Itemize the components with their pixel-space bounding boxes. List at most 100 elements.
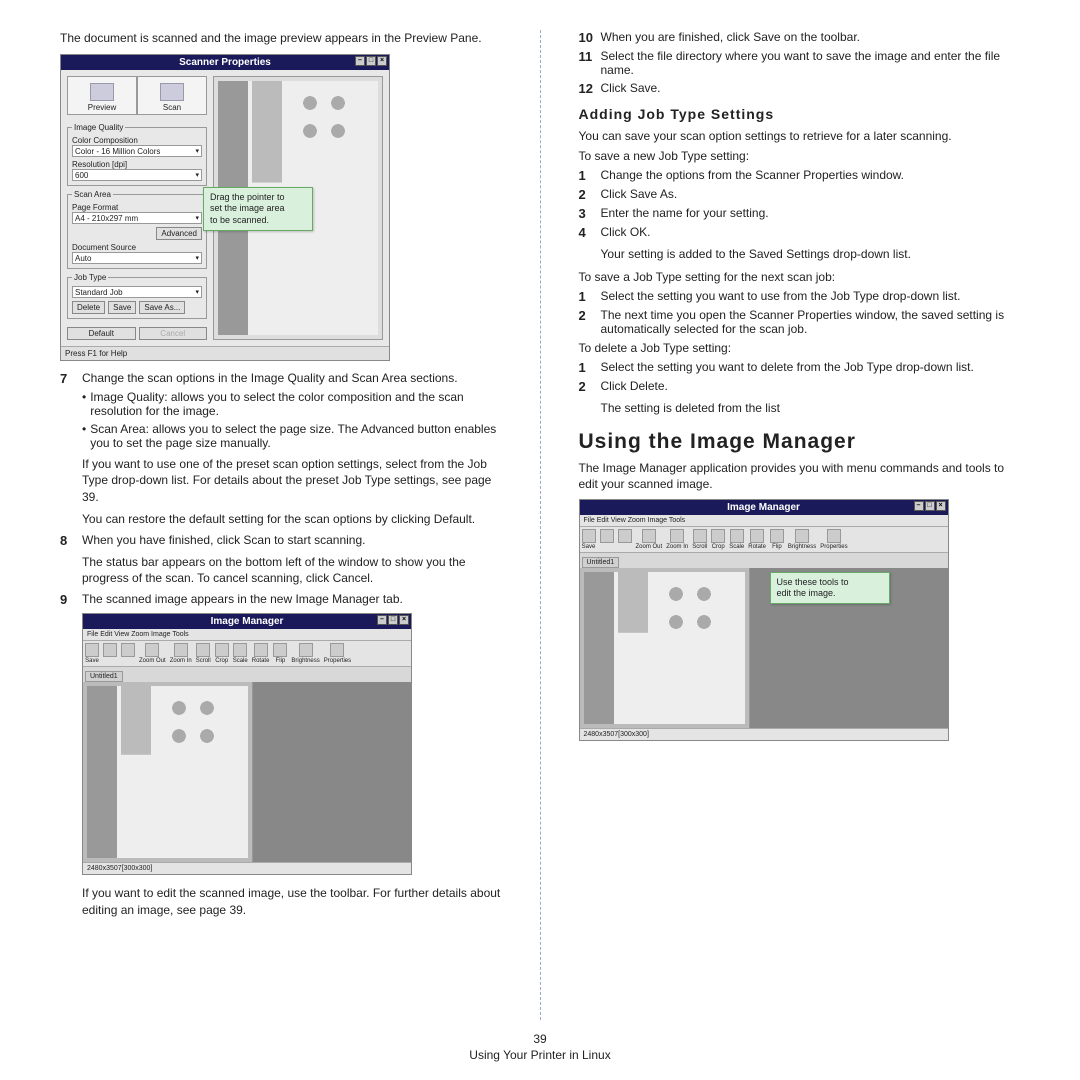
save-button[interactable]: Save [108,301,136,314]
tb-undo[interactable] [600,529,614,550]
job-type-select[interactable]: Standard Job▾ [72,286,202,298]
im-status: 2480x3507[300x300] [83,862,411,874]
im2-titlebar: Image Manager –□× [580,500,948,515]
im-toolbar[interactable]: Save Zoom Out Zoom In Scroll Crop Scale … [83,641,411,667]
im2-tab[interactable]: Untitled1 [582,557,620,568]
page-format-select[interactable]: A4 - 210x297 mm▾ [72,212,202,224]
jobtype-delete-intro: To delete a Job Type setting: [579,340,1021,356]
save-step-3: 3Enter the name for your setting. [579,206,1021,221]
im2-menubar[interactable]: File Edit View Zoom Image Tools [580,515,948,527]
delete-button[interactable]: Delete [72,301,105,314]
step9-note: If you want to edit the scanned image, u… [82,885,502,917]
doc-source-select[interactable]: Auto▾ [72,252,202,264]
image-manager-window-1: Image Manager –□× File Edit View Zoom Im… [82,613,412,875]
tb-zoom-out[interactable]: Zoom Out [636,529,663,550]
tb-properties[interactable]: Properties [820,529,847,550]
scanner-left-panel: Preview Scan Image Quality Color Composi… [67,76,207,340]
tb-save[interactable]: Save [85,643,99,664]
scanner-title: Scanner Properties [179,57,271,68]
jobtype-save-intro: To save a new Job Type setting: [579,148,1021,164]
step-8: 8When you have finished, click Scan to s… [60,533,502,548]
using-image-manager-heading: Using the Image Manager [579,430,1021,454]
resolution-label: Resolution [dpi] [72,160,202,169]
window-buttons[interactable]: –□× [355,56,387,66]
advanced-button[interactable]: Advanced [156,227,202,240]
next-step-2: 2The next time you open the Scanner Prop… [579,308,1021,336]
cancel-button[interactable]: Cancel [139,327,208,340]
step-11: 11Select the file directory where you wa… [579,49,1021,77]
status-bar: Press F1 for Help [61,346,389,360]
save-step-1: 1Change the options from the Scanner Pro… [579,168,1021,183]
doc-source-label: Document Source [72,243,202,252]
bullet-scan-area: Scan Area: allows you to select the page… [82,422,502,450]
tb-redo[interactable] [121,643,135,664]
tb-zoom-in[interactable]: Zoom In [666,529,688,550]
image-quality-legend: Image Quality [72,123,125,132]
color-composition-label: Color Composition [72,136,202,145]
step-9: 9The scanned image appears in the new Im… [60,592,502,607]
next-step-1: 1Select the setting you want to use from… [579,289,1021,304]
tb-rotate[interactable]: Rotate [748,529,766,550]
saveas-button[interactable]: Save As... [139,301,185,314]
scanner-titlebar: Scanner Properties –□× [61,55,389,70]
step7-note-a: If you want to use one of the preset sca… [82,456,502,505]
image-quality-group: Image Quality Color Composition Color - … [67,123,207,186]
tb-crop[interactable]: Crop [215,643,229,664]
scan-area-group: Scan Area Page Format A4 - 210x297 mm▾ A… [67,190,207,269]
tb-brightness[interactable]: Brightness [788,529,816,550]
column-divider [540,30,541,1020]
jobtype-next-intro: To save a Job Type setting for the next … [579,269,1021,285]
tb-flip[interactable]: Flip [770,529,784,550]
tb-scale[interactable]: Scale [729,529,744,550]
tb-crop[interactable]: Crop [711,529,725,550]
resolution-select[interactable]: 600▾ [72,169,202,181]
job-type-legend: Job Type [72,273,108,282]
im-intro: The Image Manager application provides y… [579,460,1021,492]
save-step-4-note: Your setting is added to the Saved Setti… [601,246,1021,262]
step8-note: The status bar appears on the bottom lef… [82,554,502,586]
left-column: The document is scanned and the image pr… [60,30,502,1020]
image-manager-window-2: Image Manager –□× File Edit View Zoom Im… [579,499,949,741]
bullet-image-quality: Image Quality: allows you to select the … [82,390,502,418]
del-step-2: 2Click Delete. [579,379,1021,394]
tb-scroll[interactable]: Scroll [692,529,707,550]
tb-scroll[interactable]: Scroll [196,643,211,664]
scan-button[interactable]: Scan [137,76,207,115]
color-composition-select[interactable]: Color - 16 Million Colors▾ [72,145,202,157]
tb-undo[interactable] [103,643,117,664]
scanner-properties-window: Scanner Properties –□× Preview Scan Imag… [60,54,390,361]
default-button[interactable]: Default [67,327,136,340]
right-column: 10When you are finished, click Save on t… [579,30,1021,1020]
page-footer: 39 Using Your Printer in Linux [0,1032,1080,1062]
save-step-4: 4Click OK. [579,225,1021,240]
page-format-label: Page Format [72,203,202,212]
save-step-2: 2Click Save As. [579,187,1021,202]
tb-properties[interactable]: Properties [324,643,351,664]
window-buttons[interactable]: –□× [914,501,946,511]
step-7: 7Change the scan options in the Image Qu… [60,371,502,386]
adding-job-type-heading: Adding Job Type Settings [579,106,1021,122]
tb-rotate[interactable]: Rotate [252,643,270,664]
tb-redo[interactable] [618,529,632,550]
window-buttons[interactable]: –□× [377,615,409,625]
callout-drag-pointer: Drag the pointer toset the image areato … [203,187,313,231]
im-thumbnail [83,682,253,862]
scan-area-legend: Scan Area [72,190,113,199]
job-type-group: Job Type Standard Job▾ Delete Save Save … [67,273,207,319]
page-number: 39 [0,1032,1080,1046]
jobtype-intro: You can save your scan option settings t… [579,128,1021,144]
im2-status: 2480x3507[300x300] [580,728,948,740]
im-tab[interactable]: Untitled1 [85,671,123,682]
preview-button[interactable]: Preview [67,76,137,115]
im2-toolbar[interactable]: Save Zoom Out Zoom In Scroll Crop Scale … [580,527,948,553]
intro-text: The document is scanned and the image pr… [60,30,502,46]
im-menubar[interactable]: File Edit View Zoom Image Tools [83,629,411,641]
tb-brightness[interactable]: Brightness [291,643,319,664]
tb-flip[interactable]: Flip [273,643,287,664]
im-canvas[interactable] [253,682,411,862]
tb-save[interactable]: Save [582,529,596,550]
tb-zoom-out[interactable]: Zoom Out [139,643,166,664]
tb-zoom-in[interactable]: Zoom In [170,643,192,664]
tb-scale[interactable]: Scale [233,643,248,664]
im2-thumbnail [580,568,750,728]
